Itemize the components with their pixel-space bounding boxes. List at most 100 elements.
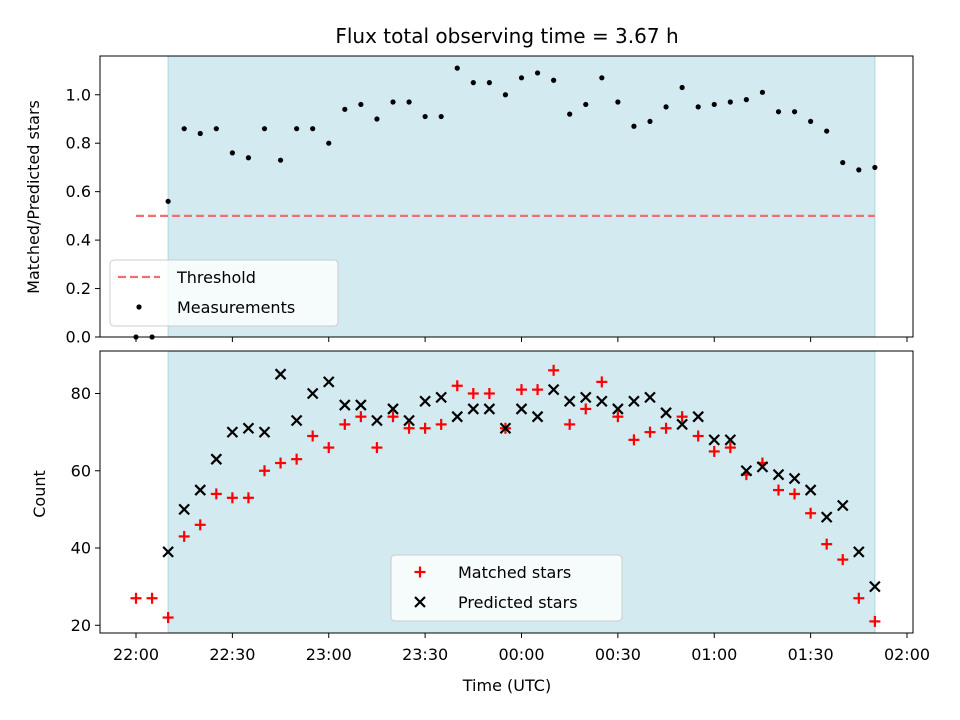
predicted-star-point [531, 410, 544, 423]
matched-star-point [596, 376, 608, 388]
predicted-star-point [499, 422, 512, 435]
matched-star-point [371, 442, 383, 454]
chart-title: Flux total observing time = 3.67 h [335, 24, 678, 48]
predicted-star-point [435, 391, 447, 404]
predicted-star-point-b [612, 403, 624, 415]
plot-frame [99, 350, 914, 634]
matched-star-point [805, 507, 817, 519]
matched-star-point [291, 453, 303, 465]
predicted-star-point [740, 464, 753, 477]
legend-matched-label: Matched stars [458, 563, 571, 582]
predicted-star-point-b [660, 407, 672, 419]
measurement-point [470, 80, 476, 86]
matched-star-point [307, 430, 319, 442]
predicted-star-point-b [419, 395, 431, 407]
predicted-star-point [788, 472, 801, 485]
predicted-star-point [306, 387, 319, 400]
x-tick-label: 23:30 [402, 645, 448, 664]
matched-star-point [532, 384, 544, 396]
predicted-star-point-b [499, 422, 512, 435]
predicted-star-point-b [724, 434, 737, 446]
measurement-point [824, 128, 830, 134]
predicted-star-point-b [531, 410, 544, 423]
predicted-star-point [644, 391, 656, 404]
predicted-star-point-b [339, 399, 351, 411]
matched-star-point [483, 387, 495, 399]
y-tick-label: 0.0 [66, 328, 91, 347]
y-tick-label: 0.4 [66, 231, 91, 250]
predicted-star-point-b [628, 395, 640, 407]
measurement-point [518, 75, 525, 81]
matched-star-point [130, 592, 142, 604]
legend-measurement-swatch [136, 304, 142, 310]
matched-star-point [259, 465, 270, 477]
predicted-star-point [419, 395, 431, 407]
top-panel: 0.0 0.2 0.4 0.6 0.8 1.0 Threshold Measurements [66, 55, 914, 347]
matched-star-point [644, 426, 656, 438]
predicted-star-point [371, 414, 383, 427]
measurement-point [374, 116, 380, 122]
matched-star-point [837, 554, 849, 566]
predicted-star-point-b [162, 546, 174, 558]
predicted-star-point [579, 391, 592, 404]
measurement-point [342, 106, 348, 112]
y-tick-label: 1.0 [66, 85, 91, 104]
predicted-star-point [660, 407, 672, 419]
matched-star-point [242, 492, 254, 504]
matched-star-point [789, 488, 801, 500]
predicted-star-point-b [258, 426, 271, 438]
matched-star-point [323, 442, 335, 454]
measurement-point [840, 159, 846, 166]
measurement-point [856, 167, 862, 173]
matched-star-point [773, 484, 784, 496]
measurement-point [294, 126, 300, 132]
measurement-point [663, 104, 669, 110]
predicted-star-point [804, 484, 817, 496]
x-axis-label: Time (UTC) [462, 676, 551, 695]
measurement-point [454, 65, 460, 71]
measurement-point [872, 164, 878, 171]
measurement-point [438, 113, 444, 120]
predicted-star-point [676, 418, 688, 431]
predicted-star-point-b [563, 395, 576, 407]
predicted-star-point [403, 414, 415, 427]
predicted-star-point [853, 546, 865, 558]
predicted-star-point [226, 426, 239, 438]
predicted-star-point [467, 403, 480, 415]
matched-star-point [146, 592, 158, 604]
predicted-star-point-b [387, 403, 399, 415]
predicted-star-point [869, 580, 881, 593]
measurement-point [679, 84, 685, 91]
predicted-star-point [387, 403, 399, 415]
predicted-star-point-b [355, 399, 367, 411]
predicted-star-point [708, 434, 721, 446]
predicted-star-point-b [403, 414, 415, 427]
measurement-point [486, 80, 492, 86]
predicted-star-point [596, 395, 608, 407]
matched-star-point [869, 615, 881, 627]
measurement-point [406, 99, 412, 105]
predicted-star-point-b [836, 499, 849, 512]
measurement-point [358, 101, 364, 108]
measurement-point [599, 75, 605, 81]
predicted-star-point-b [274, 368, 287, 380]
measurement-point [213, 126, 219, 132]
predicted-star-point [563, 395, 576, 407]
predicted-star-point [451, 410, 464, 423]
predicted-star-point-b [467, 403, 480, 415]
top-y-axis-label: Matched/Predicted stars [24, 100, 43, 294]
measurement-point [551, 77, 557, 83]
plot-frame [99, 55, 914, 338]
measurement-point [245, 155, 252, 161]
predicted-star-point [836, 499, 849, 512]
predicted-star-point-b [853, 546, 865, 558]
x-tick-label: 22:30 [209, 645, 255, 664]
measurement-point [808, 118, 814, 125]
matched-star-point [403, 422, 415, 434]
matched-star-point [210, 488, 222, 500]
predicted-star-point-b [306, 387, 319, 400]
predicted-star-point-b [547, 383, 560, 396]
predicted-star-point-b [579, 391, 592, 404]
predicted-star-point-b [676, 418, 688, 431]
